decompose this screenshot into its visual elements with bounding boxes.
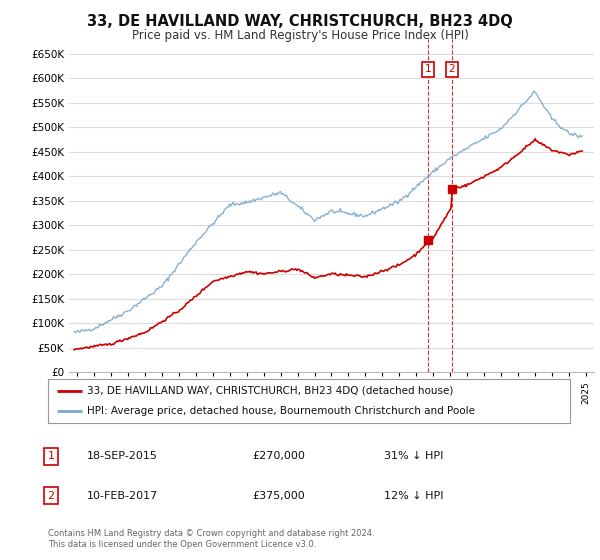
Text: 1: 1	[47, 451, 55, 461]
Text: 33, DE HAVILLAND WAY, CHRISTCHURCH, BH23 4DQ (detached house): 33, DE HAVILLAND WAY, CHRISTCHURCH, BH23…	[87, 386, 454, 396]
Text: 10-FEB-2017: 10-FEB-2017	[87, 491, 158, 501]
Text: 33, DE HAVILLAND WAY, CHRISTCHURCH, BH23 4DQ: 33, DE HAVILLAND WAY, CHRISTCHURCH, BH23…	[87, 14, 513, 29]
Text: 31% ↓ HPI: 31% ↓ HPI	[384, 451, 443, 461]
Text: Price paid vs. HM Land Registry's House Price Index (HPI): Price paid vs. HM Land Registry's House …	[131, 29, 469, 42]
Text: 18-SEP-2015: 18-SEP-2015	[87, 451, 158, 461]
Text: Contains HM Land Registry data © Crown copyright and database right 2024.
This d: Contains HM Land Registry data © Crown c…	[48, 529, 374, 549]
Text: 2: 2	[47, 491, 55, 501]
Text: 12% ↓ HPI: 12% ↓ HPI	[384, 491, 443, 501]
Text: HPI: Average price, detached house, Bournemouth Christchurch and Poole: HPI: Average price, detached house, Bour…	[87, 406, 475, 416]
Text: 2: 2	[449, 64, 455, 74]
Text: £270,000: £270,000	[252, 451, 305, 461]
Text: £375,000: £375,000	[252, 491, 305, 501]
Text: 1: 1	[425, 64, 431, 74]
